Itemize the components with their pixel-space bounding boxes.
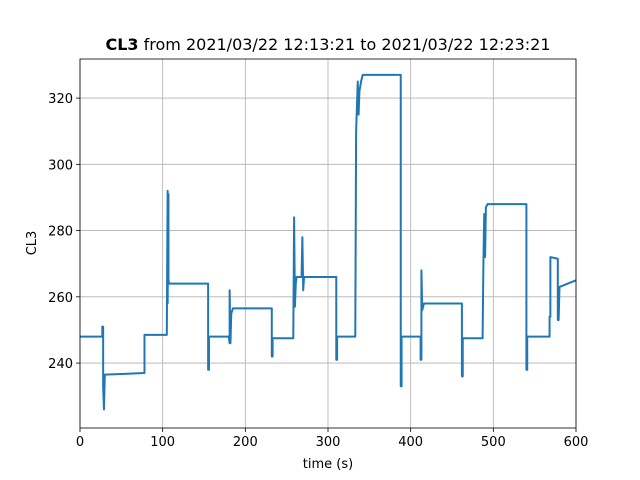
y-tick-label: 260 (48, 291, 73, 306)
x-tick-label: 0 (76, 435, 84, 450)
x-tick-label: 500 (481, 435, 506, 450)
y-tick-label: 300 (48, 158, 73, 173)
x-tick-label: 200 (233, 435, 258, 450)
y-axis-label: CL3 (25, 231, 40, 256)
chart-title: CL3 from 2021/03/22 12:13:21 to 2021/03/… (105, 35, 550, 54)
x-tick-label: 600 (564, 435, 589, 450)
title-bold: CL3 (105, 35, 138, 54)
plot-frame (79, 58, 577, 429)
x-tick-label: 300 (316, 435, 341, 450)
y-tick-label: 240 (48, 357, 73, 372)
data-line (80, 73, 577, 411)
y-tick-label: 320 (48, 92, 73, 107)
x-tick-label: 400 (398, 435, 423, 450)
x-tick-label: 100 (150, 435, 175, 450)
y-tick-label: 280 (48, 225, 73, 240)
x-axis-label: time (s) (303, 457, 353, 472)
title-rest: from 2021/03/22 12:13:21 to 2021/03/22 1… (144, 35, 551, 54)
